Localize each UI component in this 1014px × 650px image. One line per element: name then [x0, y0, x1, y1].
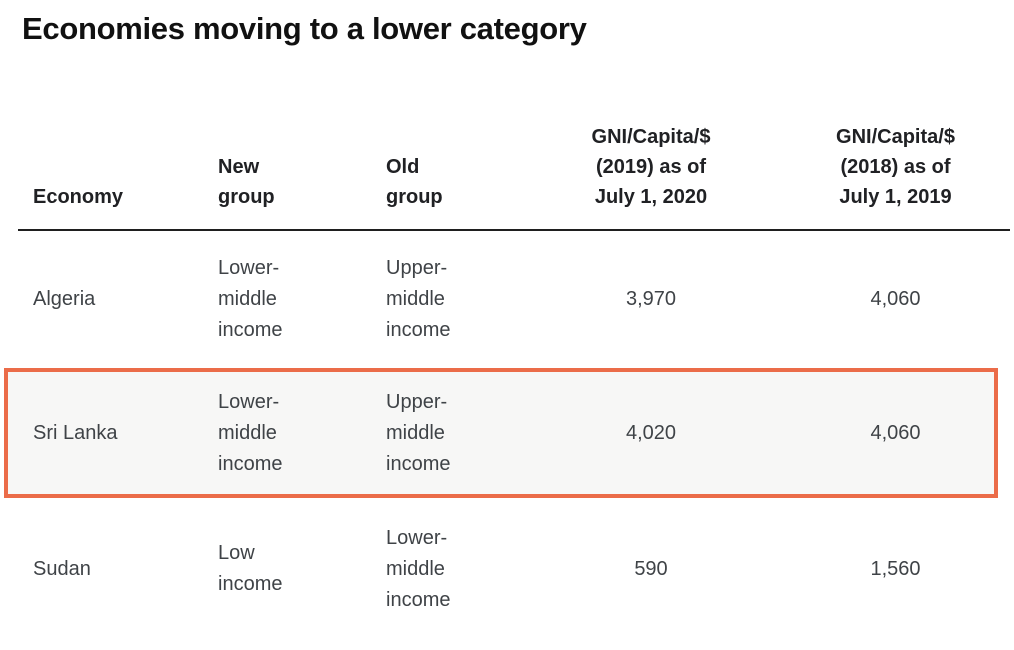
table-row-sri-lanka: Sri Lanka Lower- middle income Upper- mi… [18, 372, 1010, 494]
cell-economy: Sudan [33, 557, 91, 580]
column-header-gni-2020: GNI/Capita/$ (2019) as of July 1, 2020 [591, 126, 711, 208]
cell-old-group: Lower- middle income [386, 526, 451, 611]
cell-new-group: Lower- middle income [218, 390, 283, 475]
cell-gni-2020: 3,970 [625, 288, 677, 310]
table-row-sudan: Sudan Low income Lower- middle income 59… [18, 498, 1010, 640]
cell-gni-2020: 4,020 [625, 421, 677, 444]
cell-economy: Algeria [33, 288, 96, 310]
column-header-new-group: New group [218, 156, 275, 208]
column-header-gni-2019: GNI/Capita/$ (2018) as of July 1, 2019 [836, 126, 955, 208]
economies-table: Economy New group Old group GNI/Capita/$… [4, 122, 1010, 640]
cell-gni-2019: 4,060 [870, 288, 921, 310]
cell-gni-2019: 1,560 [870, 557, 921, 580]
cell-economy: Sri Lanka [33, 421, 118, 444]
cell-gni-2019: 4,060 [870, 421, 921, 444]
cell-old-group: Upper- middle income [386, 257, 451, 341]
page-title: Economies moving to a lower category [22, 11, 587, 46]
cell-new-group: Low income [218, 542, 283, 595]
cell-old-group: Upper- middle income [386, 390, 451, 475]
table-row-algeria: Algeria Lower- middle income Upper- midd… [18, 231, 1010, 368]
table-header-row: Economy New group Old group GNI/Capita/$… [18, 122, 1010, 231]
cell-gni-2020: 590 [634, 557, 668, 580]
column-header-economy: Economy [33, 186, 124, 208]
column-header-old-group: Old group [386, 156, 443, 208]
highlight-box-sri-lanka: Sri Lanka Lower- middle income Upper- mi… [4, 368, 998, 498]
cell-new-group: Lower- middle income [218, 257, 283, 341]
